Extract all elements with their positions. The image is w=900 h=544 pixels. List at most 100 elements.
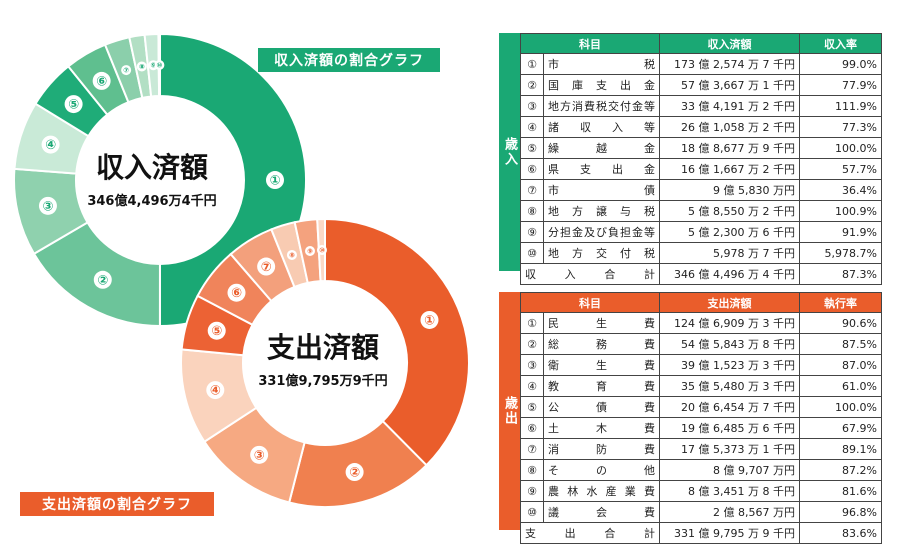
row-rate: 57.7% [799,158,882,180]
revenue-slice-label-4: ④ [45,138,56,153]
table-total-row: 収入合計 346 億 4,496 万 4 千円 87.3% [520,263,882,285]
table-row: ⑦ 市債 9 億 5,830 万円 36.4% [520,179,882,201]
row-number: ⑩ [520,501,544,523]
column-header-subject: 科目 [520,33,660,54]
row-number: ⑧ [520,200,544,222]
row-subject: 地方消費税交付金等 [543,95,660,117]
row-amount: 54 億 5,843 万 8 千円 [659,333,800,355]
row-subject: 分担金及び負担金等 [543,221,660,243]
table-row: ⑤ 繰越金 18 億 8,677 万 9 千円 100.0% [520,137,882,159]
table-row: ③ 衛生費 39 億 1,523 万 3 千円 87.0% [520,354,882,376]
row-amount: 8 億 3,451 万 8 千円 [659,480,800,502]
table-row: ⑩ 議会費 2 億 8,567 万円 96.8% [520,501,882,523]
expenditure-slice-label-9: ⑨ [307,247,313,255]
revenue-slice-label-7: ⑦ [123,67,129,75]
row-number: ⑥ [520,158,544,180]
expenditure-donut-title: 支出済額 [267,331,379,364]
expenditure-slice-marker-3 [250,445,269,464]
table-row: ⑧ 地方譲与税 5 億 8,550 万 2 千円 100.9% [520,200,882,222]
table-row: ⑩ 地方交付税 5,978 万 7 千円 5,978.7% [520,242,882,264]
row-rate: 87.2% [799,459,882,481]
row-subject: 議会費 [543,501,660,523]
row-number: ⑥ [520,417,544,439]
row-amount: 57 億 3,667 万 1 千円 [659,74,800,96]
table-row: ② 総務費 54 億 5,843 万 8 千円 87.5% [520,333,882,355]
row-rate: 99.0% [799,53,882,75]
row-number: ④ [520,116,544,138]
expenditure-slice-marker-2 [345,463,364,482]
revenue-slice-marker-2 [93,270,112,289]
row-number: ③ [520,354,544,376]
row-number: ⑩ [520,242,544,264]
row-rate: 77.9% [799,74,882,96]
revenue-slice-marker-4 [41,135,60,154]
row-number: ④ [520,375,544,397]
column-header-amount: 収入済額 [659,33,800,54]
column-header-rate: 収入率 [799,33,882,54]
row-rate: 96.8% [799,501,882,523]
row-rate: 87.5% [799,333,882,355]
revenue-slice-label-9: ⑨ [150,62,156,70]
row-number: ⑧ [520,459,544,481]
row-subject: 県支出金 [543,158,660,180]
expenditure-slice-label-2: ② [349,466,360,481]
row-amount: 8 億 9,707 万円 [659,459,800,481]
row-rate: 36.4% [799,179,882,201]
row-rate: 67.9% [799,417,882,439]
total-amount: 346 億 4,496 万 4 千円 [659,263,800,285]
row-number: ③ [520,95,544,117]
row-number: ⑤ [520,396,544,418]
table-row: ④ 教育費 35 億 5,480 万 3 千円 61.0% [520,375,882,397]
row-subject: 農林水産業費 [543,480,660,502]
row-amount: 5 億 8,550 万 2 千円 [659,200,800,222]
row-subject: 国庫支出金 [543,74,660,96]
total-amount: 331 億 9,795 万 9 千円 [659,522,800,544]
row-amount: 35 億 5,480 万 3 千円 [659,375,800,397]
row-number: ② [520,74,544,96]
table-row: ① 市税 173 億 2,574 万 7 千円 99.0% [520,53,882,75]
row-rate: 100.0% [799,137,882,159]
row-subject: 繰越金 [543,137,660,159]
row-subject: 市税 [543,53,660,75]
table-row: ⑥ 土木費 19 億 6,485 万 6 千円 67.9% [520,417,882,439]
row-amount: 20 億 6,454 万 7 千円 [659,396,800,418]
row-subject: 公債費 [543,396,660,418]
revenue-table: 科目 収入済額 収入率 ① 市税 173 億 2,574 万 7 千円 99.0% ② 国… [520,33,882,285]
revenue-chart-caption: 収入済額の割合グラフ [258,48,440,72]
revenue-table-header: 科目 収入済額 収入率 [520,33,882,54]
expenditure-slice-label-5: ⑤ [211,324,222,339]
row-amount: 26 億 1,058 万 2 千円 [659,116,800,138]
row-subject: 諸収入等 [543,116,660,138]
row-rate: 61.0% [799,375,882,397]
row-number: ⑨ [520,221,544,243]
revenue-slice-label-3: ③ [42,199,53,214]
row-rate: 100.0% [799,396,882,418]
table-row: ⑧ その他 8 億 9,707 万円 87.2% [520,459,882,481]
expenditure-slice-marker-6 [227,283,246,302]
row-number: ⑦ [520,438,544,460]
row-rate: 5,978.7% [799,242,882,264]
revenue-donut-total: 346億4,496万4千円 [87,193,216,209]
row-subject: その他 [543,459,660,481]
row-amount: 39 億 1,523 万 3 千円 [659,354,800,376]
table-total-row: 支出合計 331 億 9,795 万 9 千円 83.6% [520,522,882,544]
expenditure-slice-label-6: ⑥ [231,286,242,301]
revenue-slice-label-5: ⑤ [68,98,79,113]
row-subject: 土木費 [543,417,660,439]
row-amount: 5,978 万 7 千円 [659,242,800,264]
expenditure-slice-label-3: ③ [254,448,265,463]
expenditure-slice-marker-5 [207,321,226,340]
expenditure-chart-caption: 支出済額の割合グラフ [20,492,214,516]
row-number: ⑤ [520,137,544,159]
row-amount: 33 億 4,191 万 2 千円 [659,95,800,117]
table-row: ⑥ 県支出金 16 億 1,667 万 2 千円 57.7% [520,158,882,180]
row-amount: 16 億 1,667 万 2 千円 [659,158,800,180]
row-amount: 124 億 6,909 万 3 千円 [659,312,800,334]
row-rate: 111.9% [799,95,882,117]
revenue-side-label: 歳入 [499,33,520,271]
row-subject: 市債 [543,179,660,201]
table-row: ⑨ 農林水産業費 8 億 3,451 万 8 千円 81.6% [520,480,882,502]
row-amount: 17 億 5,373 万 1 千円 [659,438,800,460]
revenue-slice-marker-3 [38,196,57,215]
column-header-rate: 執行率 [799,292,882,313]
